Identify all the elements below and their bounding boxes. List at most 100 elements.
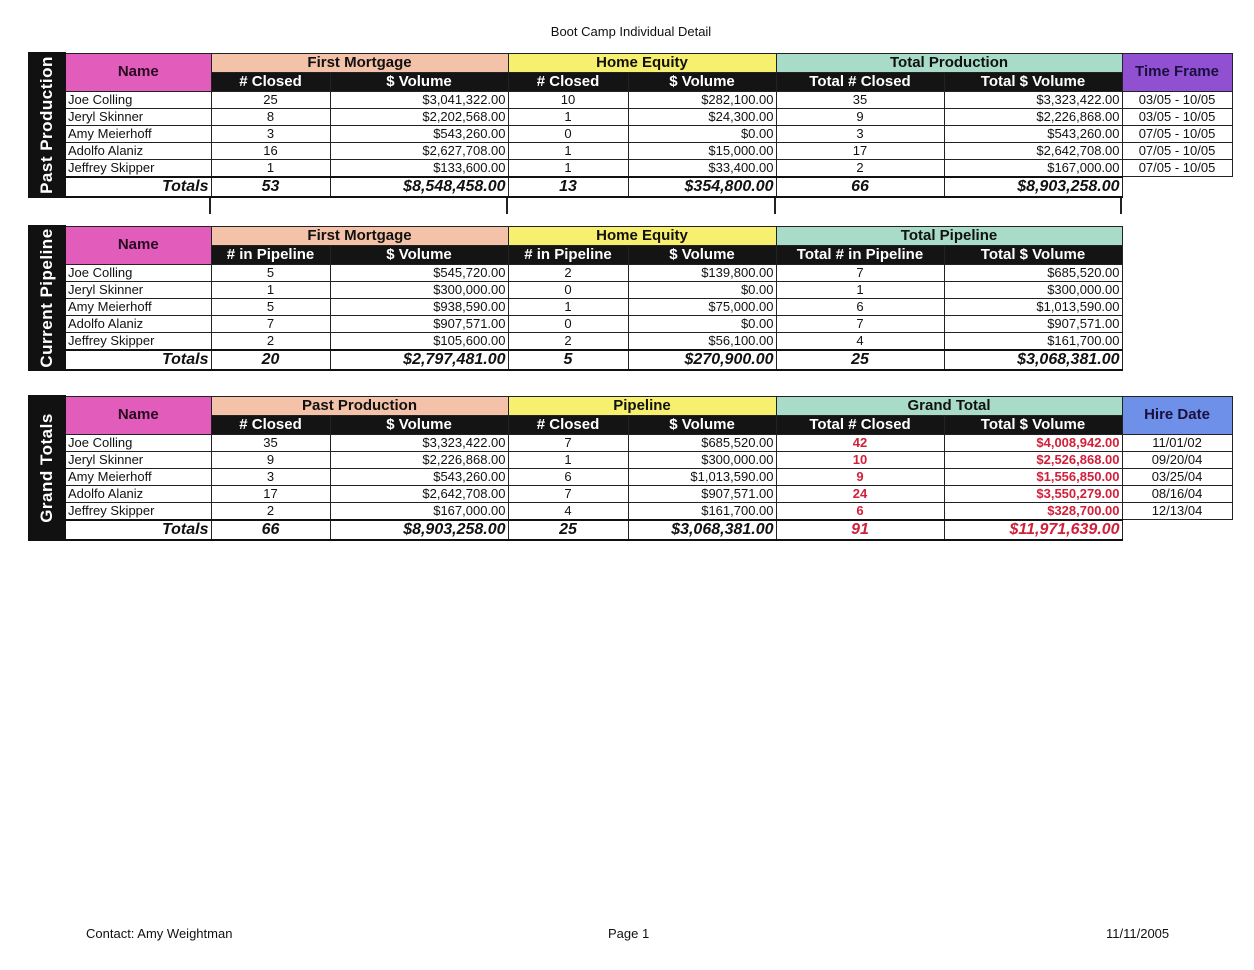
cell-value: $0.00 bbox=[627, 314, 777, 333]
group-header: Grand Total bbox=[775, 395, 1123, 416]
cell-value: $1,013,590.00 bbox=[627, 467, 777, 486]
cell-value: 0 bbox=[507, 314, 629, 333]
cell-value: $2,202,568.00 bbox=[329, 107, 509, 126]
cell-value: $3,323,422.00 bbox=[943, 90, 1123, 109]
column-header: # Closed bbox=[507, 414, 629, 435]
section-side-label: Grand Totals bbox=[28, 395, 66, 541]
empty-cell bbox=[1122, 332, 1232, 350]
cell-value: 6 bbox=[775, 501, 945, 520]
cell-value: $907,571.00 bbox=[627, 484, 777, 503]
table-row: Amy Meierhoff 3 $543,260.00 0 $0.00 3 $543,260… bbox=[29, 124, 1233, 143]
cell-value: $167,000.00 bbox=[943, 158, 1123, 177]
cell-value: 42 bbox=[775, 433, 945, 452]
data-table: Current Pipeline Name First Mortgage Home E… bbox=[28, 225, 1233, 371]
extra-value: 08/16/04 bbox=[1121, 484, 1233, 503]
cell-value: $300,000.00 bbox=[627, 450, 777, 469]
cell-value: $282,100.00 bbox=[627, 90, 777, 109]
cell-value: $2,226,868.00 bbox=[329, 450, 509, 469]
total-value: 53 bbox=[210, 175, 331, 198]
extra-value: 03/25/04 bbox=[1121, 467, 1233, 486]
cell-value: 35 bbox=[210, 433, 331, 452]
cell-value: 2 bbox=[210, 501, 331, 520]
cell-value: 10 bbox=[507, 90, 629, 109]
side-label-text: Grand Totals bbox=[37, 412, 56, 523]
cell-value: 0 bbox=[507, 280, 629, 299]
cell-value: $3,323,422.00 bbox=[329, 433, 509, 452]
cell-value: 6 bbox=[775, 297, 945, 316]
cell-value: 1 bbox=[507, 141, 629, 160]
extra-column-header: Hire Date bbox=[1121, 395, 1233, 435]
group-header: Past Production bbox=[210, 395, 509, 416]
group-header: First Mortgage bbox=[210, 225, 509, 246]
cell-value: $300,000.00 bbox=[943, 280, 1123, 299]
total-value: $3,068,381.00 bbox=[943, 348, 1123, 371]
cell-value: 17 bbox=[775, 141, 945, 160]
cell-value: $543,260.00 bbox=[943, 124, 1123, 143]
total-value: $2,797,481.00 bbox=[329, 348, 509, 371]
empty-cell bbox=[64, 198, 210, 214]
column-header: Total # in Pipeline bbox=[775, 244, 945, 265]
side-label-text: Past Production bbox=[37, 55, 56, 194]
column-header: Total $ Volume bbox=[943, 71, 1123, 92]
column-header: # in Pipeline bbox=[507, 244, 629, 265]
total-value: 13 bbox=[507, 175, 629, 198]
cell-value: 7 bbox=[507, 484, 629, 503]
cell-value: 1 bbox=[507, 450, 629, 469]
cell-value: 4 bbox=[507, 501, 629, 520]
totals-label: Totals bbox=[64, 348, 212, 371]
total-value: $354,800.00 bbox=[627, 175, 777, 198]
cell-value: 10 bbox=[775, 450, 945, 469]
total-value: $270,900.00 bbox=[627, 348, 777, 371]
table-row: Adolfo Alaniz 7 $907,571.00 0 $0.00 7 $907,571… bbox=[29, 314, 1232, 333]
cell-value: $543,260.00 bbox=[329, 124, 509, 143]
row-name: Jeryl Skinner bbox=[64, 280, 212, 299]
cell-value: 4 bbox=[775, 331, 945, 350]
data-table: Past Production Name First Mortgage Home Eq… bbox=[28, 52, 1233, 198]
name-header: Name bbox=[64, 395, 212, 435]
totals-row: Totals 66 $8,903,258.00 25 $3,068,381.00 91 $1… bbox=[29, 518, 1232, 541]
empty-cell bbox=[1122, 281, 1232, 298]
total-value: 5 bbox=[507, 348, 629, 371]
footer-contact: Contact: Amy Weightman bbox=[86, 926, 233, 941]
section-side-label: Past Production bbox=[28, 52, 66, 198]
cell-value: 1 bbox=[507, 107, 629, 126]
cell-value: $0.00 bbox=[627, 280, 777, 299]
cell-value: $685,520.00 bbox=[627, 433, 777, 452]
table-row: Amy Meierhoff 5 $938,590.00 1 $75,000.00 6 $1,… bbox=[29, 297, 1232, 316]
cell-value: $75,000.00 bbox=[627, 297, 777, 316]
row-name: Jeffrey Skipper bbox=[64, 501, 212, 520]
table-row: Jeffrey Skipper 2 $167,000.00 4 $161,700.00 6… bbox=[29, 501, 1233, 520]
empty-cell bbox=[1122, 315, 1232, 332]
empty-cell bbox=[329, 197, 508, 214]
total-value: 25 bbox=[775, 348, 945, 371]
cell-value: 24 bbox=[775, 484, 945, 503]
empty-cell bbox=[1122, 520, 1232, 540]
cell-value: $907,571.00 bbox=[943, 314, 1123, 333]
cell-value: 7 bbox=[775, 263, 945, 282]
cell-value: $543,260.00 bbox=[329, 467, 509, 486]
cell-value: $139,800.00 bbox=[627, 263, 777, 282]
totals-row: Totals 20 $2,797,481.00 5 $270,900.00 25 $3,06… bbox=[29, 348, 1232, 371]
table-row: Joe Colling 35 $3,323,422.00 7 $685,520.00 42… bbox=[29, 433, 1233, 452]
row-name: Joe Colling bbox=[64, 263, 212, 282]
row-name: Jeryl Skinner bbox=[64, 107, 212, 126]
column-header: Total # Closed bbox=[775, 71, 945, 92]
cell-value: $161,700.00 bbox=[943, 331, 1123, 350]
empty-cell bbox=[209, 197, 329, 214]
totals-label: Totals bbox=[64, 175, 212, 198]
column-header: $ Volume bbox=[627, 414, 777, 435]
cell-value: $1,013,590.00 bbox=[943, 297, 1123, 316]
total-value: $8,903,258.00 bbox=[943, 175, 1123, 198]
group-header: Total Pipeline bbox=[775, 225, 1123, 246]
table-row: Amy Meierhoff 3 $543,260.00 6 $1,013,590.00 9… bbox=[29, 467, 1233, 486]
data-table: Grand Totals Name Past Production Pipeline G… bbox=[28, 395, 1233, 541]
group-header: Home Equity bbox=[507, 52, 777, 73]
cell-value: $2,642,708.00 bbox=[943, 141, 1123, 160]
empty-cell bbox=[774, 197, 943, 214]
column-header: $ Volume bbox=[329, 71, 509, 92]
cell-value: 7 bbox=[210, 314, 331, 333]
section-past-production: Past Production Name First Mortgage Home Eq… bbox=[28, 52, 1233, 214]
total-value: $11,971,639.00 bbox=[943, 518, 1123, 541]
table-row: Jeryl Skinner 1 $300,000.00 0 $0.00 1 $300,000… bbox=[29, 280, 1232, 299]
empty-cell bbox=[1122, 298, 1232, 315]
